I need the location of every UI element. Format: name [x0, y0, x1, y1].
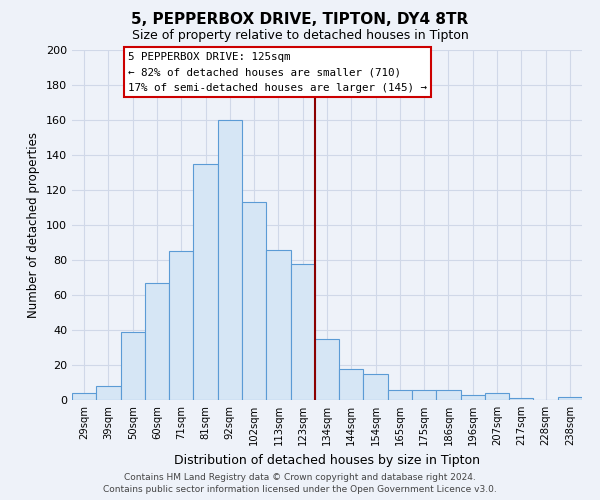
- Bar: [364, 374, 388, 400]
- Bar: [558, 396, 582, 400]
- Bar: [218, 120, 242, 400]
- Bar: [266, 250, 290, 400]
- Bar: [121, 332, 145, 400]
- Bar: [96, 386, 121, 400]
- X-axis label: Distribution of detached houses by size in Tipton: Distribution of detached houses by size …: [174, 454, 480, 466]
- Text: 5 PEPPERBOX DRIVE: 125sqm
← 82% of detached houses are smaller (710)
17% of semi: 5 PEPPERBOX DRIVE: 125sqm ← 82% of detac…: [128, 52, 427, 93]
- Bar: [72, 393, 96, 400]
- Bar: [509, 398, 533, 400]
- Bar: [461, 395, 485, 400]
- Text: Contains HM Land Registry data © Crown copyright and database right 2024.
Contai: Contains HM Land Registry data © Crown c…: [103, 472, 497, 494]
- Bar: [145, 282, 169, 400]
- Text: Size of property relative to detached houses in Tipton: Size of property relative to detached ho…: [131, 29, 469, 42]
- Bar: [436, 390, 461, 400]
- Bar: [169, 251, 193, 400]
- Bar: [193, 164, 218, 400]
- Bar: [485, 393, 509, 400]
- Bar: [242, 202, 266, 400]
- Bar: [315, 339, 339, 400]
- Bar: [290, 264, 315, 400]
- Text: 5, PEPPERBOX DRIVE, TIPTON, DY4 8TR: 5, PEPPERBOX DRIVE, TIPTON, DY4 8TR: [131, 12, 469, 28]
- Bar: [412, 390, 436, 400]
- Bar: [388, 390, 412, 400]
- Y-axis label: Number of detached properties: Number of detached properties: [28, 132, 40, 318]
- Bar: [339, 368, 364, 400]
